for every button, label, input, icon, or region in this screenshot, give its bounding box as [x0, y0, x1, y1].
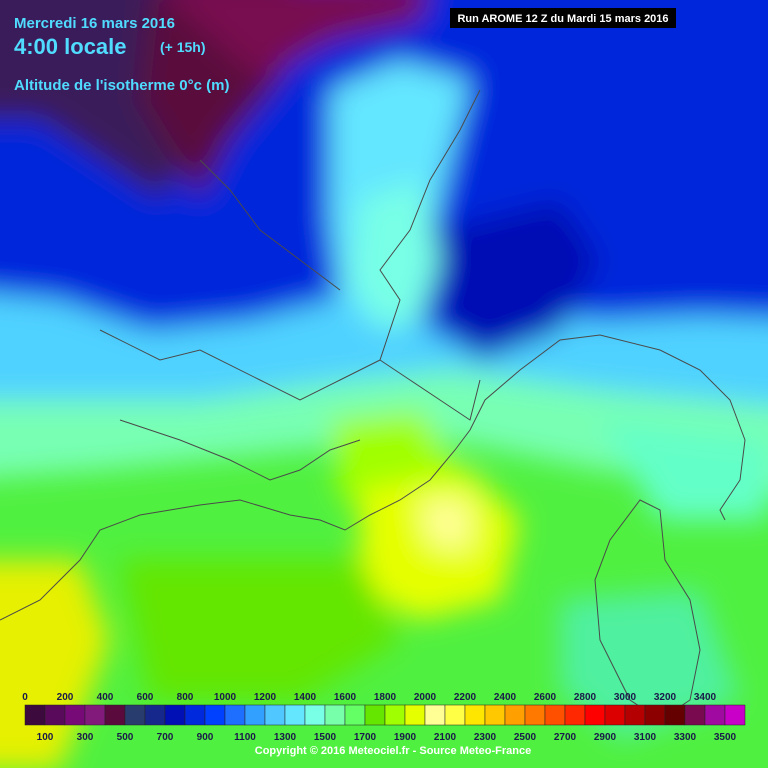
- legend-label: 3000: [614, 692, 637, 703]
- legend-swatch: [384, 704, 406, 726]
- legend-swatch: [684, 704, 706, 726]
- legend-swatch: [544, 704, 566, 726]
- copyright: Copyright © 2016 Meteociel.fr - Source M…: [255, 745, 531, 757]
- legend-swatch: [284, 704, 306, 726]
- legend-label: 1600: [334, 692, 357, 703]
- field-name: Altitude de l'isotherme 0°c (m): [14, 77, 229, 94]
- legend-label: 2700: [554, 732, 577, 743]
- lead-time: (+ 15h): [160, 39, 206, 55]
- legend-swatch: [604, 704, 626, 726]
- legend-swatch: [724, 704, 746, 726]
- legend-swatch: [184, 704, 206, 726]
- legend-swatch: [664, 704, 686, 726]
- legend-label: 2400: [494, 692, 517, 703]
- legend-label: 3500: [714, 732, 737, 743]
- legend-label: 2000: [414, 692, 437, 703]
- legend-label: 1100: [234, 732, 256, 743]
- legend-label: 200: [57, 692, 74, 703]
- time: 4:00 locale: [14, 34, 127, 59]
- legend-swatch: [324, 704, 346, 726]
- legend-label: 600: [137, 692, 154, 703]
- date: Mercredi 16 mars 2016: [14, 15, 175, 32]
- legend-label: 900: [197, 732, 214, 743]
- legend-label: 700: [157, 732, 174, 743]
- legend-label: 1900: [394, 732, 417, 743]
- legend-label: 3300: [674, 732, 697, 743]
- legend-swatch: [424, 704, 446, 726]
- legend-label: 2600: [534, 692, 557, 703]
- legend-label: 1400: [294, 692, 317, 703]
- legend-swatch: [304, 704, 326, 726]
- run-box: [450, 8, 676, 28]
- legend-swatch: [624, 704, 646, 726]
- legend-swatch: [584, 704, 606, 726]
- legend-label: 400: [97, 692, 114, 703]
- legend-swatch: [144, 704, 166, 726]
- legend-swatch: [524, 704, 546, 726]
- legend-label: 2200: [454, 692, 477, 703]
- legend-swatch: [124, 704, 146, 726]
- legend-label: 1500: [314, 732, 337, 743]
- legend-label: 1300: [274, 732, 297, 743]
- legend-swatch: [84, 704, 106, 726]
- legend-swatch: [344, 704, 366, 726]
- legend-swatch: [204, 704, 226, 726]
- legend-label: 1200: [254, 692, 277, 703]
- legend-label: 1800: [374, 692, 397, 703]
- legend-swatch: [704, 704, 726, 726]
- legend-swatch: [564, 704, 586, 726]
- legend-swatch: [364, 704, 386, 726]
- legend-swatch: [244, 704, 266, 726]
- run-label: Run AROME 12 Z du Mardi 15 mars 2016: [457, 13, 668, 25]
- legend-swatch: [484, 704, 506, 726]
- legend-label: 3200: [654, 692, 677, 703]
- legend-label: 3400: [694, 692, 717, 703]
- legend-label: 2500: [514, 732, 537, 743]
- legend-swatch: [444, 704, 466, 726]
- legend-swatch: [464, 704, 486, 726]
- legend: 0 100 200 300 400 500 600 700 800 900 1000 1100 1200…: [22, 692, 746, 743]
- legend-swatch: [164, 704, 186, 726]
- legend-label: 800: [177, 692, 194, 703]
- header: Mercredi 16 mars 2016 4:00 locale (+ 15h…: [14, 8, 676, 94]
- legend-swatch: [224, 704, 246, 726]
- legend-label: 2300: [474, 732, 497, 743]
- legend-label: 500: [117, 732, 134, 743]
- legend-swatch: [44, 704, 66, 726]
- legend-swatch: [64, 704, 86, 726]
- legend-label: 2800: [574, 692, 597, 703]
- legend-label: 2100: [434, 732, 457, 743]
- legend-label: 2900: [594, 732, 617, 743]
- legend-swatch: [404, 704, 426, 726]
- legend-label: 100: [37, 732, 54, 743]
- legend-swatch: [504, 704, 526, 726]
- legend-label: 300: [77, 732, 94, 743]
- legend-swatch: [24, 704, 46, 726]
- legend-swatch: [644, 704, 666, 726]
- legend-label: 1700: [354, 732, 377, 743]
- legend-swatch: [264, 704, 286, 726]
- legend-swatch: [104, 704, 126, 726]
- legend-label: 0: [22, 692, 28, 703]
- legend-label: 1000: [214, 692, 237, 703]
- legend-label: 3100: [634, 732, 657, 743]
